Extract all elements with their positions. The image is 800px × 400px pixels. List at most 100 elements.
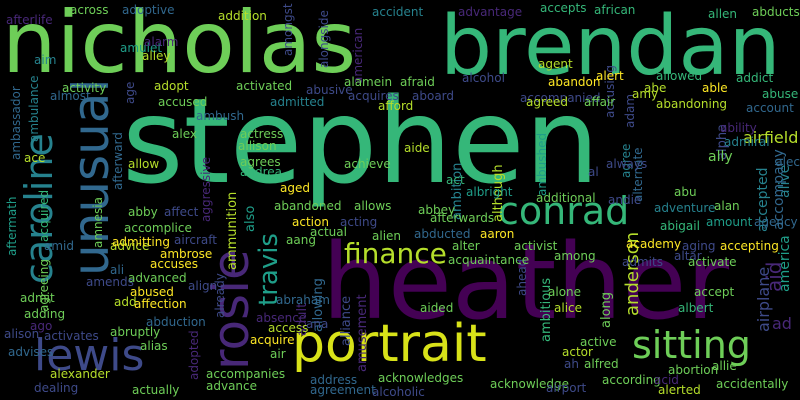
- word-always: always: [606, 157, 648, 171]
- word-allison: allison: [238, 139, 277, 153]
- word-academy: academy: [626, 237, 682, 251]
- word-ambrose: ambrose: [160, 247, 213, 261]
- word-abusive: abusive: [306, 83, 353, 97]
- word-alert: alert: [596, 69, 624, 83]
- word-allowed: allowed: [656, 69, 703, 83]
- word-actor: actor: [562, 345, 593, 359]
- word-amid: amid: [44, 239, 74, 253]
- word-abortion: abortion: [668, 363, 719, 377]
- word-accuses: accuses: [150, 257, 199, 271]
- word-adopt: adopt: [154, 79, 189, 93]
- word-adventure: adventure: [654, 201, 716, 215]
- word-alerted: alerted: [658, 383, 701, 397]
- word-abuse: abuse: [762, 87, 799, 101]
- word-conrad: conrad: [498, 189, 630, 233]
- word-air: air: [270, 347, 286, 361]
- word-abducts: abducts: [752, 5, 800, 19]
- word-align: align: [188, 279, 218, 293]
- word-aboard: aboard: [412, 89, 455, 103]
- word-action: action: [292, 215, 329, 229]
- word-amnesia: amnesia: [91, 197, 105, 248]
- word-allow: allow: [128, 157, 160, 171]
- word-finance: finance: [344, 237, 447, 270]
- word-amount: amount: [706, 215, 753, 229]
- word-abe: abe: [644, 81, 667, 95]
- word-ability: ability: [720, 121, 757, 135]
- word-allie: allie: [712, 359, 737, 373]
- word-albert: albert: [678, 301, 714, 315]
- word-allen: allen: [708, 7, 738, 21]
- word-advises: advises: [8, 345, 54, 359]
- word-acquire: acquire: [250, 333, 295, 347]
- word-al: al: [588, 165, 599, 179]
- word-acquired: acquired: [37, 189, 51, 242]
- word-airfield: airfield: [743, 128, 799, 147]
- word-active: active: [580, 335, 617, 349]
- word-age: age: [123, 81, 137, 104]
- word-activate: activate: [688, 255, 737, 269]
- word-african: african: [594, 3, 636, 17]
- word-accomplice: accomplice: [124, 221, 192, 235]
- word-addition: addition: [218, 9, 267, 23]
- word-absence: absence: [256, 311, 307, 325]
- word-advantage: advantage: [458, 5, 523, 19]
- word-among: among: [554, 249, 596, 263]
- word-alison: alison: [4, 327, 40, 341]
- word-actually: actually: [132, 383, 180, 397]
- word-agreement: agreement: [310, 383, 376, 397]
- word-ambushed: ambushed: [535, 132, 549, 196]
- word-alice: alice: [554, 301, 583, 315]
- word-airport: airport: [546, 381, 587, 395]
- word-aircraft: aircraft: [174, 233, 217, 247]
- word-additional: additional: [536, 191, 596, 205]
- word-dealing: dealing: [34, 381, 79, 395]
- word-account: account: [746, 101, 794, 115]
- word-activates: activates: [44, 329, 99, 343]
- word-acid: acid: [654, 373, 679, 387]
- word-agrees: agrees: [240, 155, 281, 169]
- word-ambassador: ambassador: [9, 86, 23, 160]
- word-alley: alley: [142, 49, 171, 63]
- word-amongst: amongst: [281, 3, 295, 56]
- word-admit: admit: [20, 291, 55, 305]
- word-also: also: [243, 205, 258, 232]
- word-afterwards: afterwards: [430, 211, 495, 225]
- word-alcoholic: alcoholic: [372, 385, 425, 399]
- word-accepting: accepting: [720, 239, 779, 253]
- word-abduction: abduction: [146, 315, 206, 329]
- word-admitting: admitting: [112, 235, 170, 249]
- word-nicholas: nicholas: [2, 0, 357, 93]
- word-brendan: brendan: [440, 0, 781, 94]
- word-address: address: [310, 373, 358, 387]
- word-advice: advice: [110, 239, 150, 253]
- word-adoptive: adoptive: [122, 3, 175, 17]
- word-alias: alias: [140, 339, 168, 353]
- word-altar: altar: [674, 249, 702, 263]
- word-affection: affection: [134, 297, 187, 311]
- word-amulet: amulet: [120, 41, 163, 55]
- word-activity: activity: [62, 81, 107, 95]
- word-act: act: [446, 173, 465, 187]
- word-admitted: admitted: [270, 95, 325, 109]
- word-ammunition: ammunition: [225, 191, 240, 270]
- word-ad: ad: [772, 314, 792, 333]
- word-alone: alone: [548, 285, 582, 299]
- word-ali: ali: [110, 263, 125, 277]
- word-actual: actual: [310, 225, 347, 239]
- word-according: according: [602, 373, 661, 387]
- word-admiral: admiral: [724, 135, 770, 149]
- word-ago: ago: [30, 319, 53, 333]
- word-affair: affair: [584, 95, 616, 109]
- word-addict: addict: [736, 71, 774, 85]
- word-acknowledges: acknowledges: [378, 371, 464, 385]
- word-add: add: [114, 295, 137, 309]
- word-agreed: agreed: [526, 95, 569, 109]
- word-acquires: acquires: [348, 89, 399, 103]
- word-accompanies: accompanies: [206, 367, 286, 381]
- word-abraham: abraham: [276, 293, 330, 307]
- word-admits: admits: [622, 255, 663, 269]
- word-adopted: adopted: [187, 330, 201, 380]
- word-aaron: aaron: [480, 227, 515, 241]
- word-alien: alien: [372, 229, 402, 243]
